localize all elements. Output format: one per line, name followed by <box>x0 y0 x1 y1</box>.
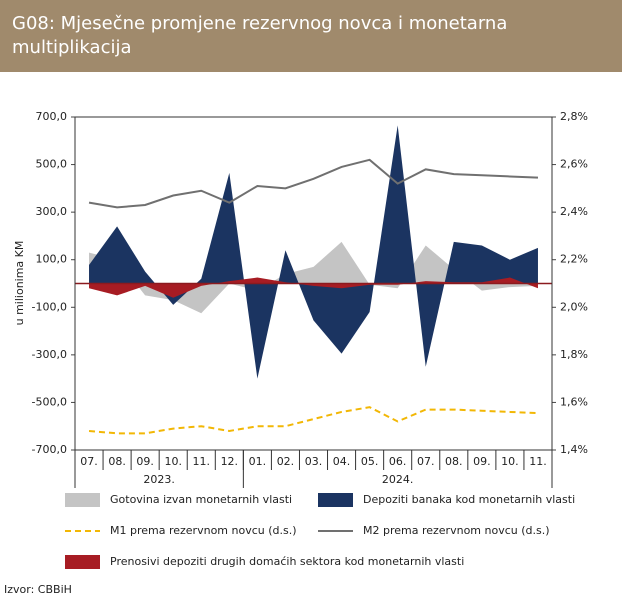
legend-label: Prenosivi depoziti drugih domaćih sektor… <box>110 555 464 568</box>
area <box>89 277 538 298</box>
legend-label: Gotovina izvan monetarnih vlasti <box>110 493 292 506</box>
legend-label: M2 prema rezervnom novcu (d.s.) <box>363 524 550 537</box>
chart-title: G08: Mjesečne promjene rezervnog novca i… <box>0 0 622 72</box>
y2-tick-label: 1,6% <box>560 395 588 408</box>
y-tick-label: 100,0 <box>36 253 68 266</box>
y-tick-label: 300,0 <box>36 205 68 218</box>
y2-tick-label: 1,8% <box>560 348 588 361</box>
y-tick-label: -700,0 <box>32 443 67 456</box>
x-tick-label: 07. <box>80 455 98 468</box>
x-tick-label: 07. <box>417 455 435 468</box>
y2-tick-label: 2,6% <box>560 158 588 171</box>
y2-tick-label: 1,4% <box>560 443 588 456</box>
y-tick-label: 500,0 <box>36 158 68 171</box>
y2-tick-label: 2,2% <box>560 253 588 266</box>
area <box>89 125 538 379</box>
x-tick-label: 11. <box>529 455 547 468</box>
x-tick-label: 05. <box>361 455 379 468</box>
x-tick-label: 06. <box>389 455 407 468</box>
y-tick-label: -100,0 <box>32 300 67 313</box>
legend-label: M1 prema rezervnom novcu (d.s.) <box>110 524 297 537</box>
legend-swatch <box>318 493 353 507</box>
line <box>88 406 539 435</box>
y-axis-label: u milionima KM <box>13 241 26 326</box>
plot-frame <box>74 116 553 451</box>
y-tick-label: -500,0 <box>32 395 67 408</box>
x-tick-label: 01. <box>249 455 267 468</box>
source: Izvor: CBBiH <box>4 583 72 596</box>
y-tick-label: -300,0 <box>32 348 67 361</box>
x-tick-label: 10. <box>164 455 182 468</box>
y2-tick-label: 2,8% <box>560 110 588 123</box>
line <box>88 158 539 209</box>
x-tick-label: 02. <box>277 455 295 468</box>
legend-label: Depoziti banaka kod monetarnih vlasti <box>363 493 575 506</box>
x-tick-label: 08. <box>108 455 126 468</box>
x-group-label: 2024. <box>382 473 414 486</box>
x-tick-label: 08. <box>445 455 463 468</box>
x-tick-label: 04. <box>333 455 351 468</box>
x-group-label: 2023. <box>143 473 175 486</box>
x-tick-label: 03. <box>305 455 323 468</box>
x-tick-label: 11. <box>193 455 211 468</box>
x-tick-label: 09. <box>473 455 491 468</box>
y2-tick-label: 2,4% <box>560 205 588 218</box>
y-tick-label: 700,0 <box>36 110 68 123</box>
x-tick-label: 12. <box>221 455 239 468</box>
x-tick-label: 10. <box>501 455 519 468</box>
x-tick-label: 09. <box>136 455 154 468</box>
legend-swatch <box>65 555 100 569</box>
area <box>89 241 538 314</box>
legend-swatch <box>65 493 100 507</box>
y2-tick-label: 2,0% <box>560 300 588 313</box>
